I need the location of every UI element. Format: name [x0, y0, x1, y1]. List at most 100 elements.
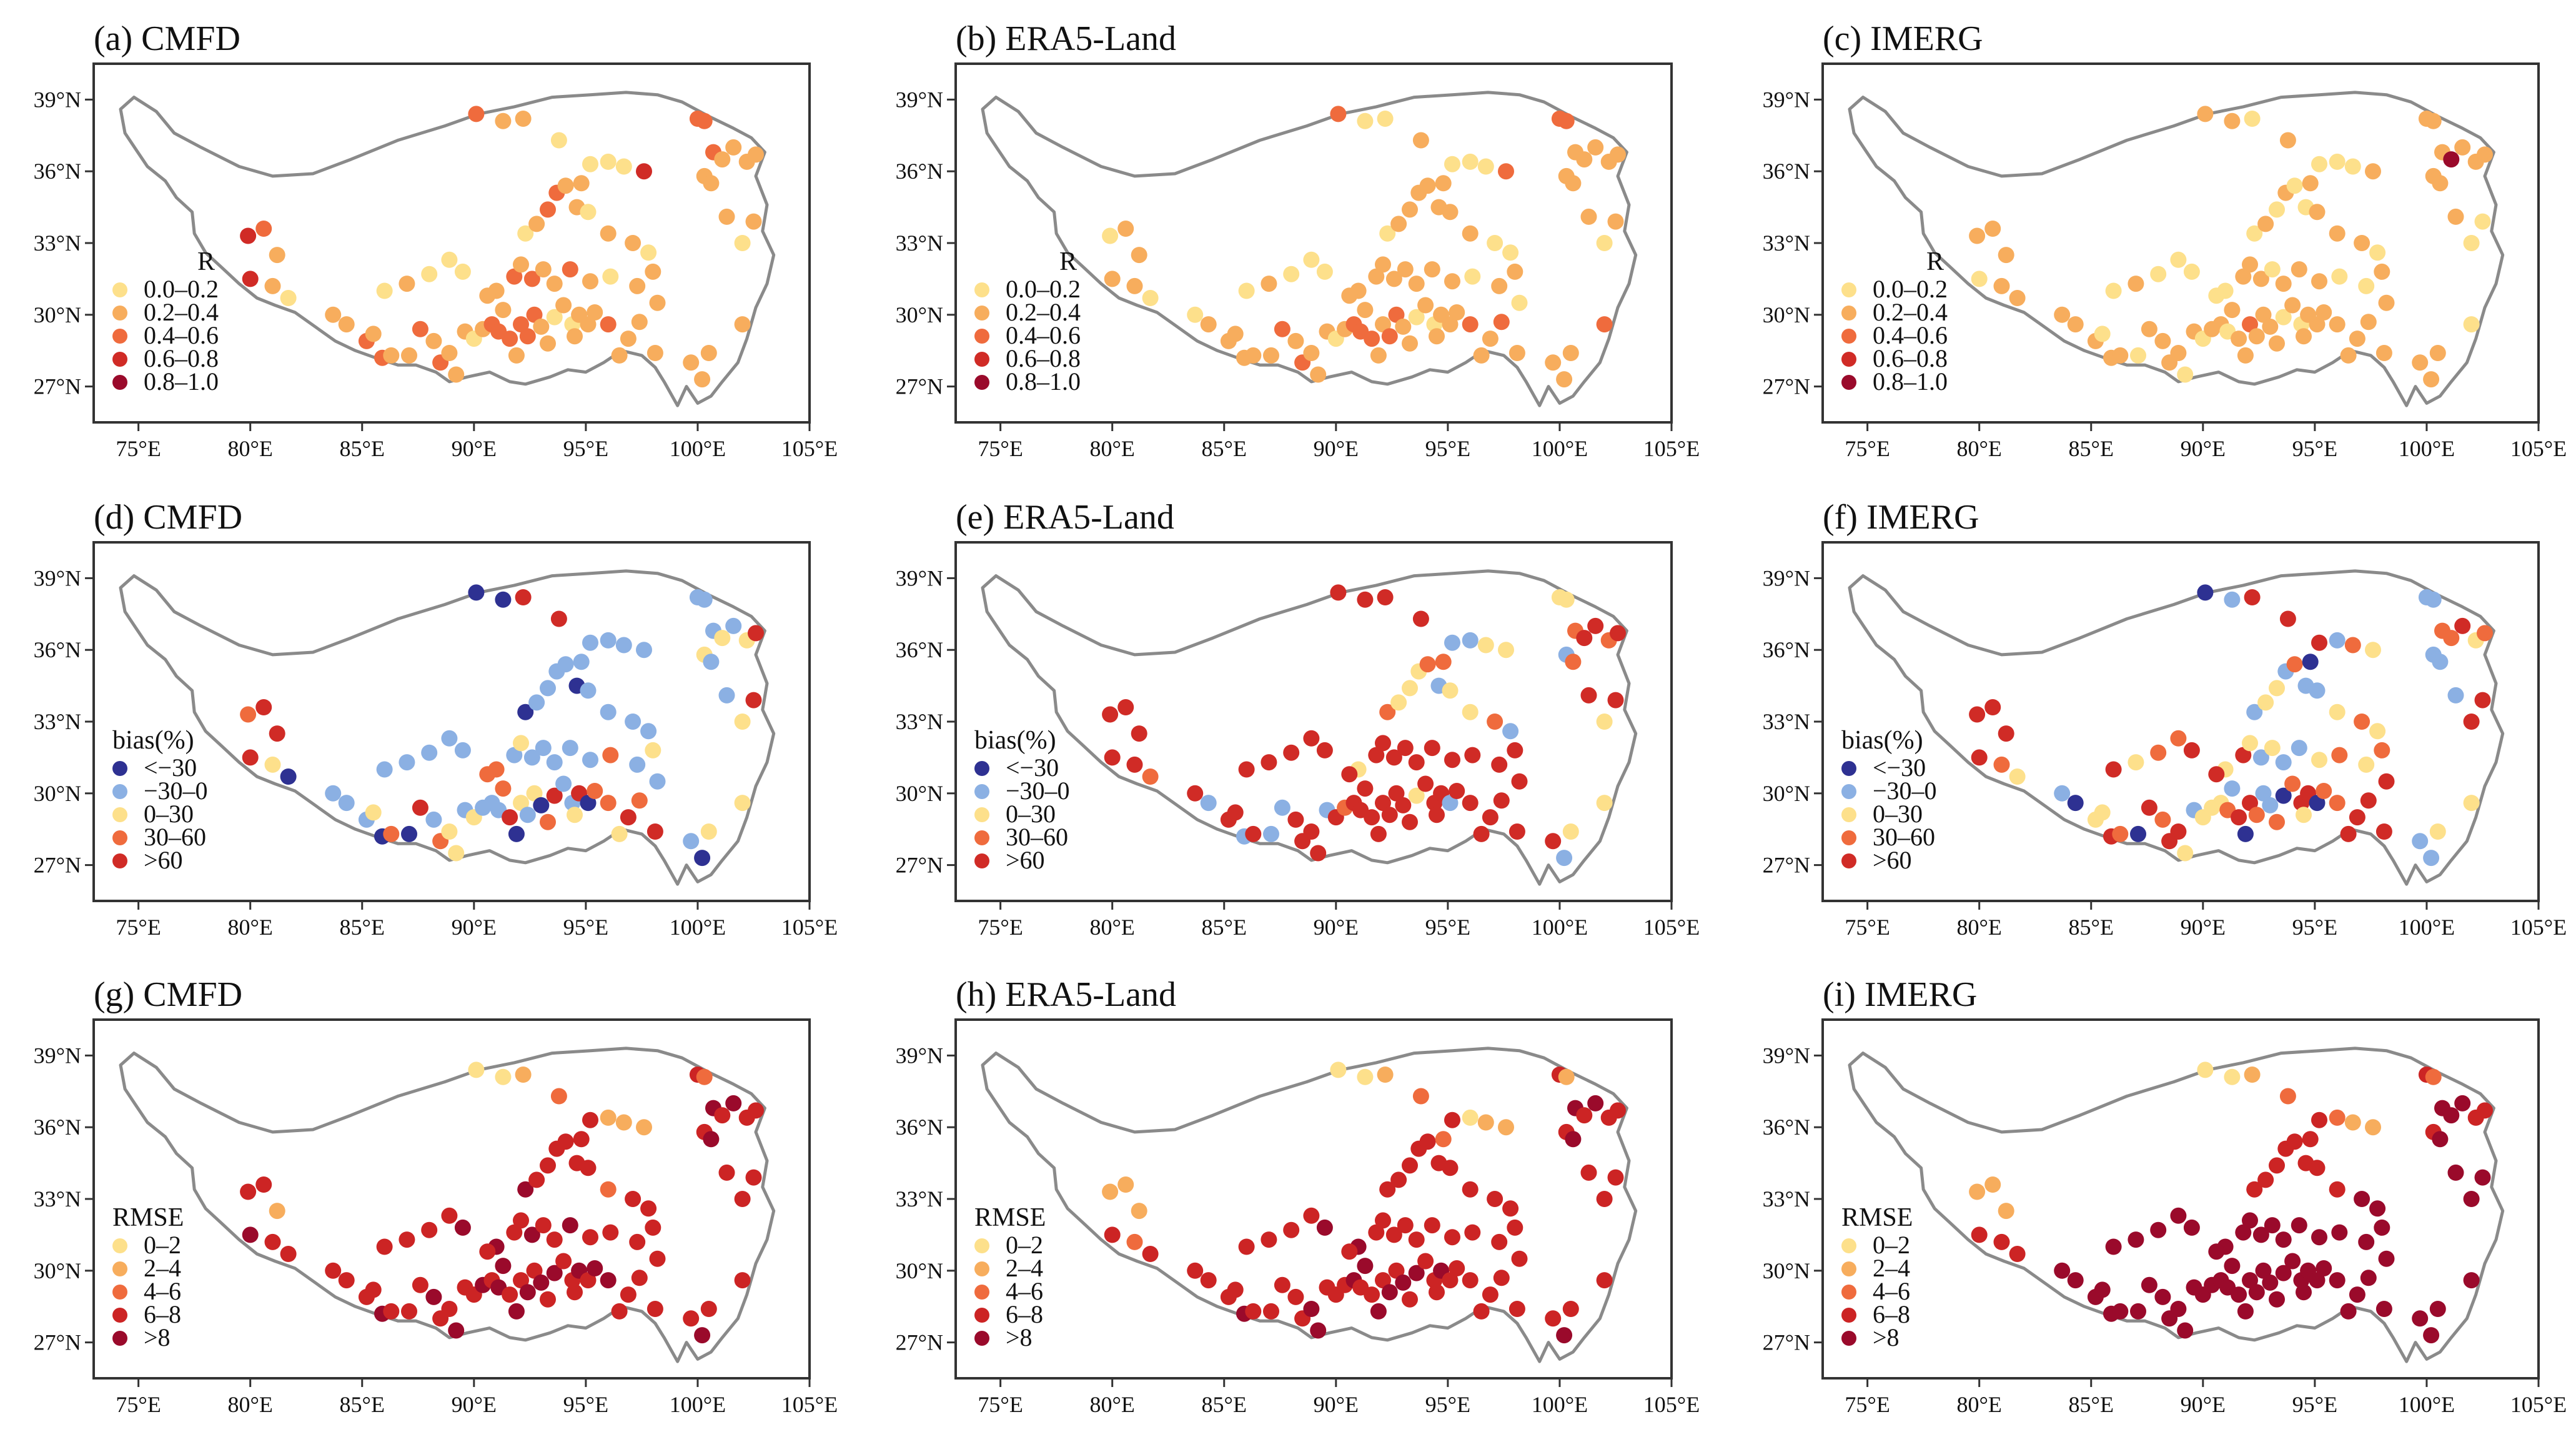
station-marker [2257, 216, 2274, 232]
legend-label: −30–0 [144, 777, 208, 805]
station-marker [2224, 1068, 2241, 1085]
station-marker [1442, 1272, 1459, 1289]
x-tick-label: 95°E [1425, 436, 1470, 461]
station-marker [2177, 845, 2194, 862]
legend: R0.0–0.20.2–0.40.4–0.60.6–0.80.8–1.0 [1841, 247, 1948, 395]
station-marker [2224, 112, 2241, 129]
station-marker [2378, 773, 2395, 790]
station-marker [2349, 331, 2365, 347]
station-marker [2316, 783, 2332, 799]
station-marker [2329, 153, 2346, 170]
x-tick-label: 105°E [2510, 1392, 2567, 1417]
y-tick-label: 30°N [34, 1258, 81, 1283]
station-marker [2412, 354, 2429, 371]
station-marker [2474, 692, 2491, 709]
legend-label: 0.6–0.8 [144, 344, 219, 372]
station-marker [2054, 306, 2071, 323]
legend-marker [974, 329, 989, 344]
x-tick-label: 95°E [1425, 915, 1470, 940]
station-marker [602, 747, 619, 763]
station-marker [513, 735, 529, 752]
station-marker [1283, 744, 1300, 761]
station-marker [1498, 163, 1514, 180]
x-tick-label: 90°E [1314, 436, 1359, 461]
legend-label: 0.0–0.2 [1006, 275, 1081, 303]
station-marker [376, 761, 393, 778]
station-marker [2309, 1272, 2326, 1289]
station-marker [2284, 775, 2301, 792]
station-marker [1462, 153, 1479, 170]
legend-marker [1841, 1285, 1856, 1300]
station-marker [1607, 213, 1624, 230]
x-tick-label: 75°E [1845, 436, 1890, 461]
x-tick-label: 75°E [116, 436, 161, 461]
station-marker [515, 589, 532, 605]
station-marker [540, 201, 556, 218]
y-tick-label: 27°N [34, 374, 81, 399]
station-marker [468, 1062, 485, 1078]
station-marker [1368, 747, 1385, 763]
y-tick-label: 30°N [34, 781, 81, 806]
station-marker [2255, 785, 2272, 802]
station-marker [629, 1233, 646, 1250]
station-marker [1473, 1303, 1490, 1320]
station-marker [2237, 1303, 2254, 1320]
legend-marker [974, 853, 989, 868]
station-marker [2354, 1191, 2370, 1207]
station-marker [1998, 247, 2014, 264]
station-marker [2331, 268, 2348, 285]
station-marker [2257, 694, 2274, 711]
station-marker [2244, 589, 2261, 605]
legend-label: 30–60 [144, 823, 206, 851]
station-marker [1596, 795, 1613, 812]
station-marker [1424, 1217, 1440, 1234]
station-marker [2067, 316, 2084, 333]
station-marker [1502, 244, 1519, 261]
station-marker [468, 584, 485, 601]
station-marker [376, 1238, 393, 1255]
station-marker [2269, 335, 2285, 352]
legend-label: 0.4–0.6 [1006, 321, 1081, 349]
y-tick-label: 30°N [896, 302, 943, 327]
station-marker [441, 1301, 458, 1317]
station-marker [1381, 807, 1398, 823]
station-marker [441, 730, 458, 747]
station-marker [649, 294, 666, 311]
station-marker [1508, 1301, 1525, 1317]
station-marker [2423, 371, 2440, 388]
legend-marker [1841, 1261, 1856, 1276]
station-marker [528, 694, 545, 711]
station-marker [2447, 208, 2464, 225]
plateau-boundary [1848, 91, 2505, 407]
station-marker [2235, 268, 2252, 285]
station-marker [1364, 331, 1380, 347]
legend-label: 0.8–1.0 [144, 367, 219, 395]
station-marker [1364, 809, 1380, 826]
station-marker [2454, 1095, 2471, 1111]
station-marker [1385, 1226, 1402, 1243]
station-marker [1227, 326, 1244, 342]
station-marker [1998, 1203, 2014, 1220]
station-marker [1507, 263, 1523, 280]
station-marker [338, 795, 355, 812]
station-marker [1245, 825, 1262, 842]
station-marker [383, 825, 400, 842]
station-marker [412, 799, 429, 816]
station-marker [600, 316, 617, 333]
station-marker [1261, 1231, 1277, 1248]
station-marker [1385, 271, 1402, 287]
station-marker [625, 1191, 642, 1207]
station-marker [615, 158, 632, 175]
station-marker [1274, 1276, 1290, 1293]
station-marker [535, 1217, 552, 1234]
station-marker [2375, 823, 2392, 840]
x-tick-label: 85°E [2069, 915, 2114, 940]
station-marker [2344, 1114, 2361, 1131]
station-marker [2329, 316, 2346, 333]
station-marker [519, 1284, 536, 1301]
panel-title: (h) ERA5-Land [956, 975, 1176, 1014]
legend-marker [974, 807, 989, 822]
x-tick-label: 75°E [978, 436, 1023, 461]
x-tick-label: 80°E [227, 436, 272, 461]
station-marker [546, 787, 563, 804]
